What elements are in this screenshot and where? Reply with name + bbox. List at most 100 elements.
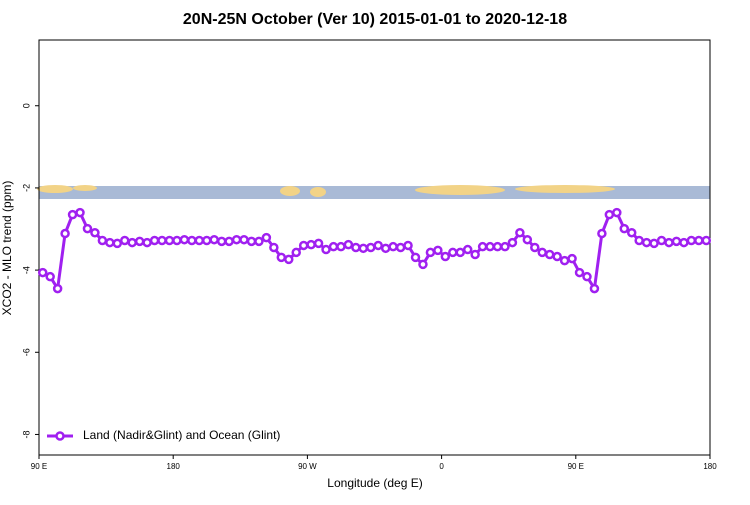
point — [246, 236, 257, 247]
point — [604, 209, 615, 220]
point — [254, 236, 264, 247]
point — [559, 255, 570, 266]
point — [537, 247, 547, 258]
point — [440, 251, 451, 262]
point — [291, 247, 301, 258]
point — [470, 249, 480, 260]
point — [522, 234, 533, 245]
point — [194, 235, 205, 246]
point — [626, 227, 637, 238]
point — [366, 242, 376, 253]
point — [276, 252, 287, 263]
point — [52, 283, 63, 294]
point — [567, 253, 577, 264]
point — [388, 241, 398, 252]
point — [82, 223, 93, 234]
point — [410, 252, 421, 263]
legend-label: Land (Nadir&Glint) and Ocean (Glint) — [83, 428, 280, 442]
map-strip — [37, 185, 710, 199]
point — [679, 237, 689, 248]
point — [67, 209, 78, 220]
point — [45, 271, 55, 282]
point — [649, 238, 659, 249]
point — [492, 241, 503, 252]
x-tick-label: 90 E — [568, 462, 584, 471]
point — [634, 235, 644, 246]
point — [336, 241, 346, 252]
point — [261, 232, 272, 243]
point — [328, 241, 339, 252]
point — [179, 234, 190, 245]
point — [209, 234, 219, 245]
point — [202, 235, 212, 246]
point — [544, 249, 555, 260]
x-tick-label: 0 — [439, 462, 444, 471]
point — [425, 247, 436, 258]
point — [298, 240, 309, 251]
point — [239, 234, 249, 245]
point — [694, 235, 704, 246]
point — [641, 237, 652, 248]
x-tick-label: 90 W — [298, 462, 317, 471]
point — [351, 242, 361, 253]
point — [574, 267, 585, 278]
x-tick-label: 90 E — [31, 462, 47, 471]
point — [60, 228, 70, 239]
point — [380, 243, 391, 254]
point — [119, 235, 130, 246]
y-tick-label: -6 — [21, 348, 31, 356]
point — [97, 235, 108, 246]
point — [112, 238, 123, 249]
point — [75, 207, 85, 218]
point — [231, 234, 242, 245]
point — [37, 267, 48, 278]
point — [142, 237, 152, 248]
point — [358, 243, 369, 254]
point — [701, 235, 712, 246]
point — [313, 238, 324, 249]
plot-frame — [38, 39, 711, 456]
point — [552, 251, 562, 262]
point — [671, 236, 682, 247]
point — [90, 227, 100, 238]
point — [216, 236, 227, 247]
point — [582, 271, 592, 282]
point — [530, 242, 540, 253]
point — [448, 247, 458, 258]
point — [664, 237, 674, 248]
point — [149, 235, 160, 246]
y-axis-label: XCO2 - MLO trend (ppm) — [0, 181, 14, 316]
y-tick-label: -8 — [21, 430, 31, 438]
y-tick-label: -4 — [21, 266, 31, 274]
point — [485, 241, 495, 252]
point — [686, 235, 697, 246]
point — [597, 228, 607, 239]
point — [157, 235, 167, 246]
point — [224, 236, 234, 247]
x-tick-label: 180 — [167, 462, 181, 471]
point — [612, 207, 622, 218]
point — [343, 239, 354, 250]
point — [172, 235, 182, 246]
point — [507, 237, 518, 248]
chart-title: 20N-25N October (Ver 10) 2015-01-01 to 2… — [183, 11, 567, 28]
series-line — [42, 210, 707, 293]
point — [418, 259, 428, 270]
point — [500, 241, 510, 252]
point — [395, 242, 406, 253]
point — [656, 235, 667, 246]
point — [321, 244, 331, 255]
point — [134, 236, 145, 247]
y-tick-label: -2 — [21, 184, 31, 192]
point — [284, 254, 294, 265]
point — [373, 240, 383, 251]
x-tick-label: 180 — [703, 462, 717, 471]
point — [462, 244, 473, 255]
point — [187, 235, 197, 246]
y-tick-label: 0 — [21, 103, 31, 108]
point — [127, 237, 137, 248]
point — [589, 283, 600, 294]
point — [306, 239, 316, 250]
point — [619, 223, 630, 234]
